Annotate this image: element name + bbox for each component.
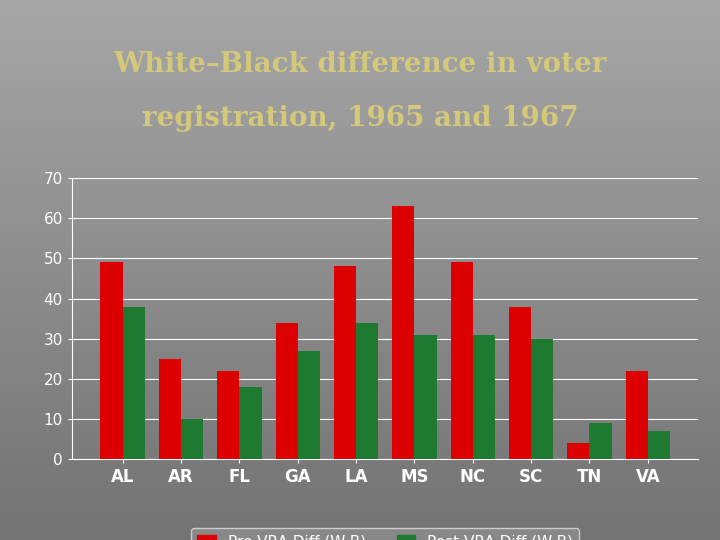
Bar (297, 350, 320, 459)
Bar (531, 339, 553, 459)
Bar (567, 443, 590, 459)
Bar (217, 371, 239, 459)
Bar (626, 371, 648, 459)
Bar (334, 266, 356, 459)
Legend: Pre-VRA Diff (W-B), Post VRA Diff (W-B): Pre-VRA Diff (W-B), Post VRA Diff (W-B) (192, 529, 579, 540)
Bar (122, 307, 145, 459)
Bar (415, 335, 436, 459)
Bar (101, 262, 122, 459)
Bar (239, 387, 261, 459)
Text: registration, 1965 and 1967: registration, 1965 and 1967 (142, 105, 578, 132)
Text: White–Black difference in voter: White–Black difference in voter (113, 51, 607, 78)
Bar (356, 322, 378, 459)
Bar (181, 419, 203, 459)
Bar (159, 359, 181, 459)
Bar (648, 431, 670, 459)
Bar (509, 307, 531, 459)
Bar (392, 206, 415, 459)
Bar (473, 335, 495, 459)
Bar (451, 262, 473, 459)
Bar (276, 322, 297, 459)
Bar (590, 423, 611, 459)
